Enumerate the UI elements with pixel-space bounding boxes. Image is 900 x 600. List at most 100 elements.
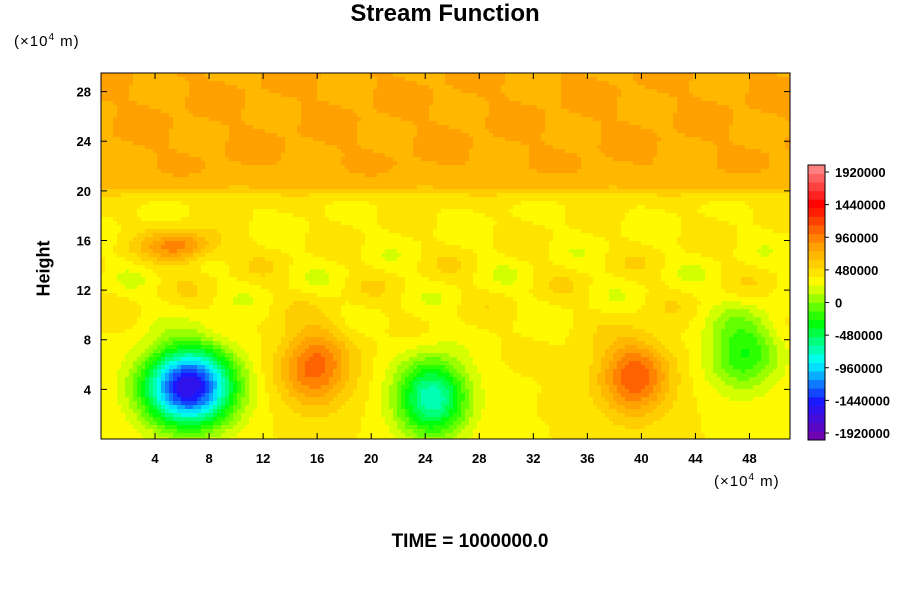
- heatmap-cell: [621, 149, 626, 154]
- heatmap-cell: [493, 89, 498, 94]
- heatmap-cell: [213, 129, 218, 134]
- heatmap-cell: [649, 141, 654, 146]
- heatmap-cell: [333, 165, 338, 170]
- heatmap-cell: [737, 93, 742, 98]
- heatmap-cell: [241, 185, 246, 190]
- heatmap-cell: [605, 93, 610, 98]
- heatmap-cell: [785, 161, 790, 166]
- heatmap-cell: [509, 173, 514, 178]
- heatmap-cell: [469, 117, 474, 122]
- heatmap-cell: [521, 185, 526, 190]
- heatmap-cell: [717, 169, 722, 174]
- heatmap-cell: [613, 153, 618, 158]
- heatmap-cell: [429, 93, 434, 98]
- heatmap-cell: [533, 145, 538, 150]
- heatmap-cell: [501, 93, 506, 98]
- heatmap-cell: [533, 97, 538, 102]
- heatmap-cell: [121, 121, 126, 126]
- heatmap-cell: [157, 173, 162, 178]
- heatmap-cell: [437, 161, 442, 166]
- heatmap-cell: [513, 145, 518, 150]
- heatmap-cell: [297, 141, 302, 146]
- heatmap-cell: [301, 77, 306, 82]
- heatmap-cell: [229, 81, 234, 86]
- heatmap-cell: [521, 137, 526, 142]
- heatmap-cell: [393, 125, 398, 130]
- heatmap-cell: [297, 113, 302, 118]
- heatmap-cell: [681, 177, 686, 182]
- heatmap-cell: [609, 81, 614, 86]
- heatmap-cell: [709, 113, 714, 118]
- heatmap-cell: [241, 145, 246, 150]
- heatmap-cell: [429, 145, 434, 150]
- heatmap-cell: [189, 85, 194, 90]
- heatmap-cell: [225, 81, 230, 86]
- heatmap-cell: [529, 113, 534, 118]
- heatmap-cell: [317, 141, 322, 146]
- heatmap-cell: [477, 133, 482, 138]
- heatmap-cell: [633, 173, 638, 178]
- heatmap-cell: [641, 77, 646, 82]
- heatmap-cell: [305, 73, 310, 78]
- heatmap-cell: [741, 153, 746, 158]
- heatmap-cell: [181, 105, 186, 110]
- heatmap-cell: [113, 105, 118, 110]
- heatmap-cell: [693, 129, 698, 134]
- heatmap-cell: [245, 165, 250, 170]
- heatmap-cell: [649, 133, 654, 138]
- heatmap-cell: [777, 177, 782, 182]
- heatmap-cell: [673, 141, 678, 146]
- heatmap-cell: [605, 181, 610, 186]
- heatmap-cell: [141, 73, 146, 78]
- heatmap-cell: [433, 101, 438, 106]
- heatmap-cell: [485, 177, 490, 182]
- heatmap-cell: [357, 85, 362, 90]
- heatmap-cell: [337, 177, 342, 182]
- heatmap-cell: [389, 77, 394, 82]
- heatmap-cell: [505, 101, 510, 106]
- heatmap-cell: [693, 125, 698, 130]
- heatmap-cell: [645, 81, 650, 86]
- heatmap-cell: [577, 185, 582, 190]
- heatmap-cell: [505, 169, 510, 174]
- heatmap-cell: [621, 165, 626, 170]
- heatmap-cell: [709, 161, 714, 166]
- heatmap-cell: [681, 157, 686, 162]
- heatmap-cell: [505, 133, 510, 138]
- heatmap-cell: [565, 185, 570, 190]
- heatmap-cell: [129, 109, 134, 114]
- heatmap-cell: [733, 141, 738, 146]
- heatmap-cell: [709, 93, 714, 98]
- heatmap-cell: [201, 177, 206, 182]
- heatmap-cell: [493, 133, 498, 138]
- heatmap-cell: [597, 125, 602, 130]
- heatmap-cell: [265, 173, 270, 178]
- heatmap-cell: [541, 129, 546, 134]
- heatmap-cell: [705, 73, 710, 78]
- heatmap-cell: [213, 93, 218, 98]
- heatmap-cell: [657, 161, 662, 166]
- heatmap-cell: [205, 157, 210, 162]
- heatmap-cell: [637, 161, 642, 166]
- heatmap-cell: [501, 77, 506, 82]
- heatmap-cell: [737, 77, 742, 82]
- heatmap-cell: [293, 113, 298, 118]
- heatmap-cell: [441, 149, 446, 154]
- heatmap-cell: [181, 77, 186, 82]
- heatmap-cell: [333, 153, 338, 158]
- heatmap-cell: [537, 101, 542, 106]
- heatmap-cell: [689, 125, 694, 130]
- heatmap-cell: [469, 145, 474, 150]
- heatmap-cell: [209, 85, 214, 90]
- heatmap-cell: [749, 97, 754, 102]
- heatmap-cell: [345, 109, 350, 114]
- heatmap-cell: [673, 165, 678, 170]
- heatmap-cell: [341, 153, 346, 158]
- heatmap-cell: [549, 165, 554, 170]
- heatmap-cell: [629, 73, 634, 78]
- heatmap-cell: [781, 141, 786, 146]
- heatmap-cell: [405, 125, 410, 130]
- heatmap-cell: [661, 101, 666, 106]
- heatmap-cell: [477, 141, 482, 146]
- heatmap-cell: [357, 129, 362, 134]
